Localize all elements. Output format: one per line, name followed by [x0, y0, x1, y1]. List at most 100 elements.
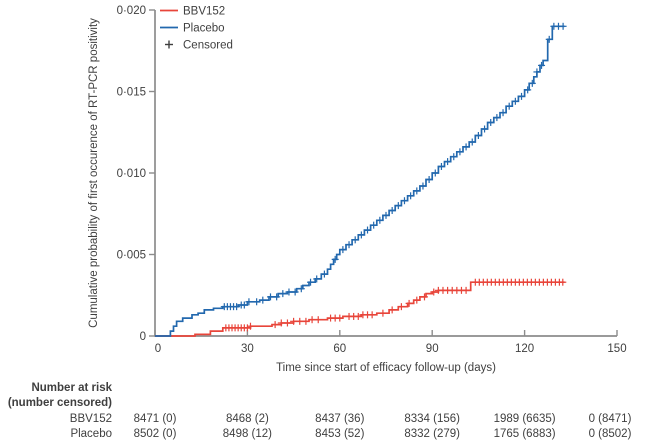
- risk-row-label: Placebo: [70, 428, 112, 440]
- risk-cell: 8498 (12): [223, 428, 272, 440]
- censor-mark-bbv152: [336, 314, 344, 322]
- censor-mark-placebo: [351, 236, 359, 244]
- censor-mark-placebo: [487, 118, 495, 126]
- censor-mark-placebo: [450, 153, 458, 161]
- censor-mark-placebo: [511, 97, 519, 105]
- y-tick-label: 0·010: [117, 168, 146, 180]
- censor-mark-placebo: [320, 270, 328, 278]
- censor-mark-placebo: [313, 275, 321, 283]
- censor-mark-placebo: [388, 206, 396, 214]
- censor-mark-bbv152: [243, 324, 251, 332]
- risk-table-header-line2: (number censored): [8, 397, 112, 409]
- censor-mark-placebo: [474, 132, 482, 140]
- censor-mark-bbv152: [421, 293, 428, 301]
- censor-mark-bbv152: [559, 278, 567, 286]
- censor-mark-placebo: [431, 169, 439, 177]
- censor-mark-bbv152: [368, 311, 376, 319]
- series-curves: [155, 25, 565, 337]
- censor-mark-placebo: [524, 86, 532, 94]
- censor-mark-placebo: [297, 285, 305, 293]
- censor-mark-placebo: [291, 288, 299, 296]
- censor-mark-placebo: [533, 68, 541, 76]
- censor-mark-placebo: [493, 114, 501, 122]
- risk-cell: 8502 (0): [134, 428, 177, 440]
- x-tick-label: 90: [426, 343, 439, 355]
- censor-mark-bbv152: [413, 296, 421, 304]
- censor-mark-placebo: [518, 92, 526, 100]
- risk-table-rows: BBV152 8471 (0) 8468 (2) 8437 (36) 8334 (156…: [70, 413, 632, 440]
- censor-mark-placebo: [364, 226, 372, 234]
- risk-cell: 0 (8471): [589, 413, 632, 425]
- censor-mark-placebo: [345, 241, 353, 249]
- y-tick-label: 0·005: [117, 250, 146, 262]
- risk-cell: 8471 (0): [134, 413, 177, 425]
- censor-mark-placebo: [499, 109, 507, 117]
- risk-cell: 1765 (6883): [494, 428, 556, 440]
- y-tick-label: 0: [140, 331, 146, 343]
- legend-censored-plus-icon: [165, 40, 173, 49]
- legend-label-placebo: Placebo: [183, 23, 225, 35]
- censor-mark-bbv152: [296, 317, 304, 325]
- censor-mark-bbv152: [308, 316, 316, 324]
- censor-mark-placebo: [267, 293, 274, 301]
- censor-mark-placebo: [481, 125, 489, 133]
- risk-cell: 8468 (2): [226, 413, 269, 425]
- series-path-placebo: [155, 25, 565, 337]
- censor-mark-bbv152: [283, 319, 291, 327]
- censor-mark-placebo: [245, 298, 253, 306]
- censor-mark-placebo: [419, 182, 427, 190]
- censor-mark-placebo: [253, 298, 261, 306]
- censor-mark-placebo: [400, 197, 408, 205]
- censor-mark-placebo: [279, 290, 287, 298]
- censor-mark-placebo: [444, 158, 452, 166]
- censor-mark-placebo: [273, 293, 281, 301]
- censor-mark-bbv152: [430, 288, 438, 296]
- x-axis-title: Time since start of efficacy follow-up (…: [276, 362, 496, 374]
- risk-cell: 8437 (36): [315, 413, 364, 425]
- censor-mark-bbv152: [271, 321, 279, 329]
- axes: 0 0·005 0·010 0·015 0·020 0 30 60 90 120 150: [117, 5, 627, 355]
- y-tick-label: 0·020: [117, 5, 146, 17]
- x-tick-label: 120: [515, 343, 534, 355]
- legend-label-censored: Censored: [183, 40, 233, 52]
- censor-mark-placebo: [468, 138, 476, 146]
- censor-mark-placebo: [285, 288, 293, 296]
- y-tick-label: 0·015: [117, 87, 146, 99]
- censor-mark-placebo: [545, 35, 553, 43]
- censor-mark-bbv152: [405, 299, 413, 307]
- censor-mark-bbv152: [290, 317, 298, 325]
- risk-table-header-line1: Number at risk: [31, 382, 112, 394]
- risk-cell: 8453 (52): [315, 428, 364, 440]
- risk-cell: 8334 (156): [404, 413, 460, 425]
- censor-mark-placebo: [394, 202, 402, 210]
- censor-mark-placebo: [456, 148, 464, 156]
- censor-mark-bbv152: [462, 286, 470, 294]
- censor-mark-placebo: [437, 162, 445, 170]
- censor-mark-bbv152: [314, 316, 322, 324]
- risk-cell: 8332 (279): [404, 428, 460, 440]
- x-tick-label: 60: [333, 343, 346, 355]
- censor-mark-bbv152: [388, 306, 396, 314]
- legend-label-bbv152: BBV152: [183, 6, 225, 18]
- censor-mark-placebo: [538, 61, 546, 69]
- x-tick-label: 150: [607, 343, 626, 355]
- y-axis-title: Cumulative probability of first occurenc…: [88, 18, 100, 328]
- censor-mark-bbv152: [277, 319, 285, 327]
- x-tick-label: 0: [155, 343, 161, 355]
- censor-mark-placebo: [413, 187, 421, 195]
- censor-mark-placebo: [376, 216, 384, 224]
- censor-mark-placebo: [259, 296, 267, 304]
- censor-marks: [220, 22, 567, 332]
- censor-mark-placebo: [339, 246, 347, 254]
- censor-mark-bbv152: [379, 309, 387, 317]
- x-tick-label: 30: [241, 343, 254, 355]
- censor-mark-placebo: [407, 192, 415, 200]
- risk-table: Number at risk (number censored) BBV152 8…: [8, 382, 632, 440]
- censor-mark-placebo: [370, 221, 378, 229]
- censor-mark-bbv152: [302, 317, 310, 325]
- censor-mark-placebo: [559, 22, 567, 30]
- censor-mark-placebo: [462, 143, 470, 151]
- censor-mark-placebo: [505, 102, 513, 110]
